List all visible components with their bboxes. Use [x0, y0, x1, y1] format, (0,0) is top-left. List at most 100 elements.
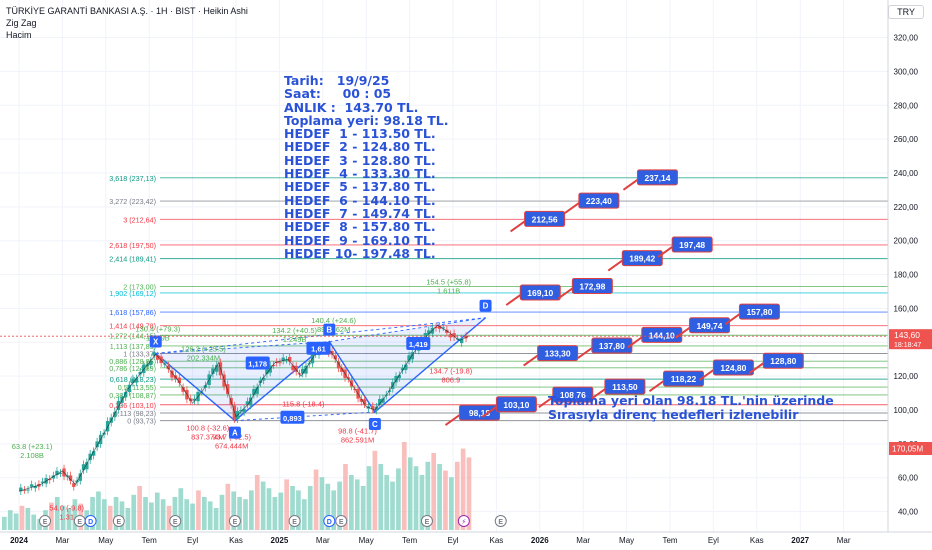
volume-bar — [7, 510, 13, 530]
candle-body — [95, 441, 99, 448]
analysis-note: Tarih: 19/9/25 Saat: 00 : 05 ANLIK : 143.7… — [284, 74, 449, 260]
target-tag-box — [738, 303, 780, 320]
volume-bar — [454, 461, 460, 530]
zigzag-label: 63.8 (+23.1) — [12, 442, 53, 451]
y-tick-label: 160,00 — [894, 304, 919, 313]
volume-bar — [166, 505, 172, 530]
candle-body — [211, 368, 215, 374]
volume-bar — [101, 499, 107, 530]
volume-bar — [260, 481, 266, 530]
ratio-label-box — [406, 336, 431, 350]
volume-bar — [307, 486, 313, 530]
candle-body — [166, 365, 171, 370]
x-tick-label: Eyl — [187, 536, 198, 545]
volume-bar — [413, 466, 419, 530]
volume-bar — [184, 499, 190, 530]
ratio-label-box — [280, 410, 305, 424]
event-marker — [112, 515, 125, 527]
candle-body — [441, 327, 445, 329]
target-tag: 103,10 — [503, 400, 529, 410]
volume-bar — [384, 475, 389, 530]
candle-body — [397, 375, 401, 379]
candle-body — [281, 357, 285, 361]
volume-bar — [137, 486, 142, 530]
candle-body — [407, 355, 411, 361]
volume-bar — [60, 505, 66, 530]
target-tag: 108,76 — [560, 390, 586, 400]
note-line: HEDEF 2 - 124.80 TL. — [284, 139, 436, 155]
zigzag-label: 140.4 (+24.6) — [311, 316, 356, 325]
candle-body — [48, 478, 52, 481]
zigzag-label: 134.2 (+40.5) — [272, 326, 317, 335]
candle-body — [288, 357, 292, 362]
zigzag-volume-label: 1.31 — [59, 513, 74, 522]
indicator-zigzag-label[interactable]: Zig Zag — [6, 18, 37, 28]
target-tag: 189,42 — [629, 254, 655, 264]
fib-label: 0,886 (128,85) — [109, 357, 156, 366]
target-arrow — [627, 336, 643, 349]
target-tag: 197,48 — [679, 240, 705, 250]
indicator-volume-label[interactable]: Hacim — [6, 30, 32, 40]
candle-body — [374, 406, 379, 411]
event-marker — [323, 515, 336, 527]
volume-bar — [160, 499, 166, 530]
target-tag-box — [552, 386, 594, 403]
x-tick-label: 2024 — [10, 536, 28, 545]
zigzag-line — [18, 324, 469, 492]
candle-body — [284, 359, 289, 361]
pattern-diagonal — [234, 411, 375, 422]
candle-body — [33, 485, 37, 489]
event-marker-label: E — [233, 519, 238, 526]
note-line: HEDEF 1 - 113.50 TL. — [284, 126, 436, 142]
target-arrow — [622, 179, 639, 191]
event-marker-label: E — [292, 519, 297, 526]
note-line: HEDEF 10- 197.48 TL. — [284, 245, 436, 261]
target-tag-box — [636, 169, 678, 186]
volume-bar — [237, 497, 242, 530]
currency-badge[interactable]: TRY — [888, 5, 924, 19]
pivot-box — [228, 426, 241, 439]
volume-bar — [390, 481, 395, 530]
candle-body — [127, 384, 132, 393]
candle-body — [336, 361, 341, 369]
candle-body — [410, 352, 415, 360]
candle-body — [252, 388, 256, 395]
target-arrow — [590, 388, 606, 400]
target-tag: 223,40 — [586, 196, 612, 206]
target-arrow — [444, 414, 461, 426]
fib-label: 1,902 (169,12) — [109, 289, 156, 298]
volume-bar — [2, 516, 7, 530]
target-tag: 144,10 — [649, 330, 675, 340]
candle-body — [68, 475, 73, 481]
candle-body — [301, 368, 305, 374]
target-arrow — [523, 354, 539, 367]
volume-bar — [425, 461, 431, 530]
candle-body — [72, 483, 76, 487]
volume-bar — [131, 494, 137, 530]
event-marker-label: D — [88, 519, 93, 526]
fib-label: 3,618 (237,13) — [109, 174, 156, 183]
fib-label: 1,113 (137,85) — [110, 342, 156, 351]
candle-body — [131, 378, 135, 384]
volume-bar — [143, 497, 148, 530]
candle-body — [291, 365, 295, 371]
pivot-box — [323, 323, 336, 336]
pattern-diagonal — [329, 317, 486, 343]
target-tag-box — [762, 352, 804, 369]
x-tick-label: Mar — [56, 536, 70, 545]
x-tick-label: 2027 — [791, 536, 809, 545]
candle-body — [26, 489, 30, 491]
volume-bar — [466, 457, 472, 530]
fib-label: 2,618 (197,50) — [109, 241, 156, 250]
volume-bar — [349, 475, 354, 530]
target-arrow — [538, 396, 554, 408]
zigzag-label: 134.7 (-19.8) — [429, 367, 472, 376]
candle-body — [261, 377, 266, 381]
zigzag-volume-label: 1.611B — [437, 287, 460, 296]
pivot-box — [149, 335, 162, 348]
candle-body — [371, 406, 375, 410]
fib-label: 0,5 (113,55) — [118, 383, 156, 392]
candle-body — [437, 325, 442, 329]
candle-body — [404, 364, 408, 370]
